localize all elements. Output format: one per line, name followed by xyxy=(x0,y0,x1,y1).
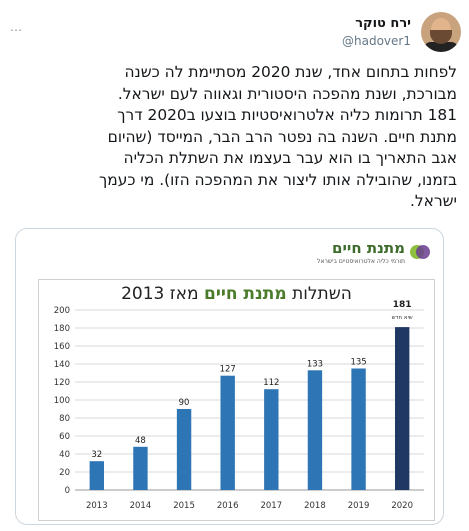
y-tick-label: 40 xyxy=(59,450,70,460)
bar-value-label: 48 xyxy=(135,436,146,446)
bar-2018 xyxy=(307,370,323,490)
bar-value-label: 90 xyxy=(179,398,190,408)
bar-highlight-note: שיא חדש xyxy=(392,315,413,321)
y-tick-label: 180 xyxy=(54,324,70,334)
bar-value-label: 112 xyxy=(263,378,279,388)
tweet-header: … ירח טוקר @hadover1 xyxy=(6,8,461,58)
y-tick-label: 100 xyxy=(54,396,70,406)
matnat-chaim-logo: מתנת חיים תורמי כליה אלטרואיסטיים בישראל xyxy=(317,239,431,271)
x-tick-label: 2013 xyxy=(86,501,108,511)
y-tick-label: 160 xyxy=(54,342,70,352)
bar-value-label: 133 xyxy=(307,359,323,369)
author-names: ירח טוקר @hadover1 xyxy=(342,16,411,48)
y-tick-label: 0 xyxy=(65,486,70,496)
chart-title-part2: מאז 2013 xyxy=(121,284,204,304)
leaf-icon xyxy=(410,245,430,259)
bar-2013 xyxy=(89,461,105,490)
tweet-line: לפחות בתחום אחד, שנת 2020 מסתיימת לה כשנ… xyxy=(124,63,457,81)
x-tick-label: 2017 xyxy=(260,501,282,511)
x-tick-label: 2016 xyxy=(217,501,239,511)
tweet-text: לפחות בתחום אחד, שנת 2020 מסתיימת לה כשנ… xyxy=(20,62,457,213)
tweet-line: מבורכת, ושנת מהפכה היסטורית וגאווה לעם י… xyxy=(117,84,457,103)
chart-frame: השתלות מתנת חיים מאז 2013 0 20 40 60 80 100 12… xyxy=(38,279,435,521)
x-tick-label: 2020 xyxy=(391,501,413,511)
chart-title-part1: השתלות xyxy=(286,284,352,304)
avatar-beard xyxy=(430,30,452,44)
x-tick-label: 2015 xyxy=(173,501,195,511)
chart-title-highlight: מתנת חיים xyxy=(203,284,287,304)
tweet-line: 181 תרומות כליה אלטרואיסטיות בוצעו ב2020… xyxy=(117,106,457,124)
bar-2017 xyxy=(264,389,279,490)
bar-2016 xyxy=(220,375,235,490)
bar-2015 xyxy=(176,409,192,490)
x-tick-label: 2019 xyxy=(348,501,370,511)
y-tick-label: 20 xyxy=(59,468,70,478)
bar-2019 xyxy=(351,368,366,490)
logo-tagline: תורמי כליה אלטרואיסטיים בישראל xyxy=(317,258,405,265)
bar-2014 xyxy=(133,446,148,490)
x-tick-label: 2014 xyxy=(130,501,152,511)
more-options-icon[interactable]: … xyxy=(10,20,23,34)
bar-value-label: 127 xyxy=(220,365,236,375)
y-tick-label: 120 xyxy=(54,378,70,388)
bar-value-label: 32 xyxy=(91,450,102,460)
tweet-line: אגב התאריך בו הוא עבר בעצמו את השתלת הכל… xyxy=(123,149,457,167)
attached-image[interactable]: מתנת חיים תורמי כליה אלטרואיסטיים בישראל… xyxy=(15,228,444,525)
author-display-name[interactable]: ירח טוקר xyxy=(355,16,411,31)
avatar-suit xyxy=(423,42,459,52)
author-handle[interactable]: @hadover1 xyxy=(342,34,411,48)
bar-chart: 0 20 40 60 80 100 120 140 160 180 200 32 2013 48 2014 9… xyxy=(54,300,424,511)
bar-2020 xyxy=(394,327,410,490)
bar-value-label: 135 xyxy=(350,358,366,368)
tweet-line: בזמנו, שהובילה אותו ליצור את המהפכה הזו)… xyxy=(99,170,457,189)
tweet-line: ישראל. xyxy=(410,192,457,210)
tweet-line: מתנת חיים. השנה בה נפטר הרב הבר, המייסד … xyxy=(107,127,457,146)
y-tick-label: 80 xyxy=(59,414,70,424)
y-tick-label: 60 xyxy=(59,432,70,442)
x-tick-label: 2018 xyxy=(304,501,326,511)
y-tick-label: 140 xyxy=(54,360,70,370)
avatar[interactable] xyxy=(421,12,461,52)
logo-name: מתנת חיים xyxy=(332,239,405,257)
y-tick-label: 200 xyxy=(54,306,70,316)
bar-value-label: 181 xyxy=(393,300,412,310)
chart-title: השתלות מתנת חיים מאז 2013 xyxy=(39,284,434,304)
